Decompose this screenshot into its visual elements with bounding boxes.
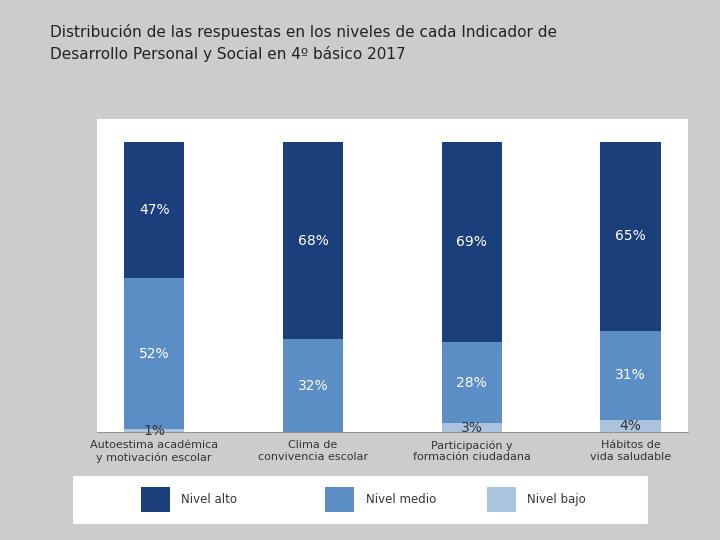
- Bar: [600, 142, 661, 330]
- Bar: [600, 421, 661, 432]
- Text: 52%: 52%: [139, 347, 169, 361]
- Text: Nivel medio: Nivel medio: [366, 493, 436, 506]
- Bar: [124, 142, 184, 278]
- Text: 47%: 47%: [139, 203, 169, 217]
- Bar: [441, 142, 502, 342]
- Text: 28%: 28%: [456, 376, 487, 390]
- Bar: [441, 342, 502, 423]
- Text: Nivel bajo: Nivel bajo: [527, 493, 586, 506]
- Text: 1%: 1%: [143, 423, 165, 437]
- Text: 4%: 4%: [620, 419, 642, 433]
- Text: 31%: 31%: [615, 368, 646, 382]
- Bar: [141, 487, 170, 512]
- Bar: [283, 339, 343, 432]
- Bar: [124, 429, 184, 432]
- Text: 65%: 65%: [615, 230, 646, 243]
- Bar: [441, 423, 502, 432]
- Bar: [124, 278, 184, 429]
- Bar: [86, 81, 699, 470]
- Text: 32%: 32%: [297, 379, 328, 393]
- Text: 68%: 68%: [297, 234, 328, 248]
- Text: Desarrollo Personal y Social en 4º básico 2017: Desarrollo Personal y Social en 4º básic…: [50, 46, 406, 62]
- Text: Nivel alto: Nivel alto: [181, 493, 238, 506]
- Bar: [487, 487, 516, 512]
- Bar: [283, 142, 343, 339]
- Bar: [600, 330, 661, 421]
- Text: 3%: 3%: [461, 421, 482, 435]
- Bar: [325, 487, 354, 512]
- Text: Distribución de las respuestas en los niveles de cada Indicador de: Distribución de las respuestas en los ni…: [50, 24, 557, 40]
- Text: 69%: 69%: [456, 235, 487, 249]
